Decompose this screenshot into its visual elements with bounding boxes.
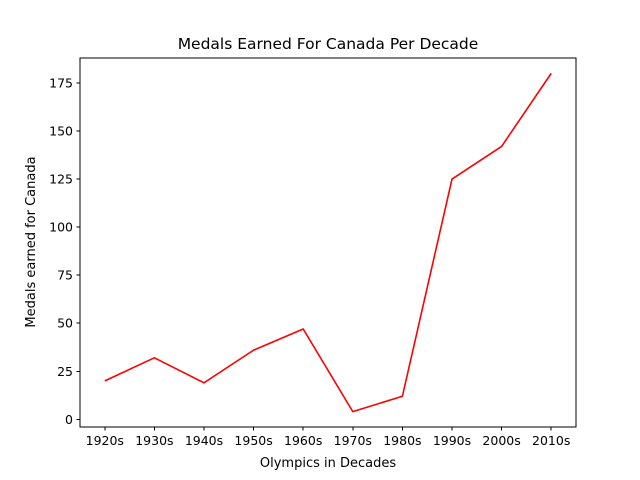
y-tick-label: 50 <box>57 316 73 331</box>
x-tick-label: 1920s <box>86 433 124 448</box>
x-tick-label: 1970s <box>334 433 372 448</box>
x-tick-label: 1930s <box>135 433 173 448</box>
plot-area <box>79 57 577 428</box>
x-axis: 1920s 1930s 1940s 1950s 1960s 1970s 1980s 1990s… <box>86 427 570 448</box>
x-tick-label: 1990s <box>433 433 471 448</box>
y-tick-label: 100 <box>49 220 73 235</box>
axes-frame <box>79 57 577 428</box>
x-tick-label: 1960s <box>284 433 322 448</box>
y-tick-label: 175 <box>49 75 73 90</box>
series-line <box>104 72 552 413</box>
x-tick-label: 1950s <box>234 433 272 448</box>
y-axis-label: Medals earned for Canada <box>24 156 39 327</box>
y-tick-label: 0 <box>65 412 73 427</box>
chart-title: Medals Earned For Canada Per Decade <box>178 35 479 53</box>
x-tick-label: 2000s <box>482 433 520 448</box>
y-tick-label: 75 <box>57 268 73 283</box>
y-tick-label: 125 <box>49 172 73 187</box>
y-axis: 0 25 50 75 100 125 150 175 <box>49 75 80 427</box>
x-tick-label: 2010s <box>532 433 570 448</box>
x-axis-label: Olympics in Decades <box>260 456 396 471</box>
y-tick-label: 150 <box>49 124 73 139</box>
x-tick-label: 1980s <box>383 433 421 448</box>
x-tick-label: 1940s <box>185 433 223 448</box>
y-tick-label: 25 <box>57 364 73 379</box>
